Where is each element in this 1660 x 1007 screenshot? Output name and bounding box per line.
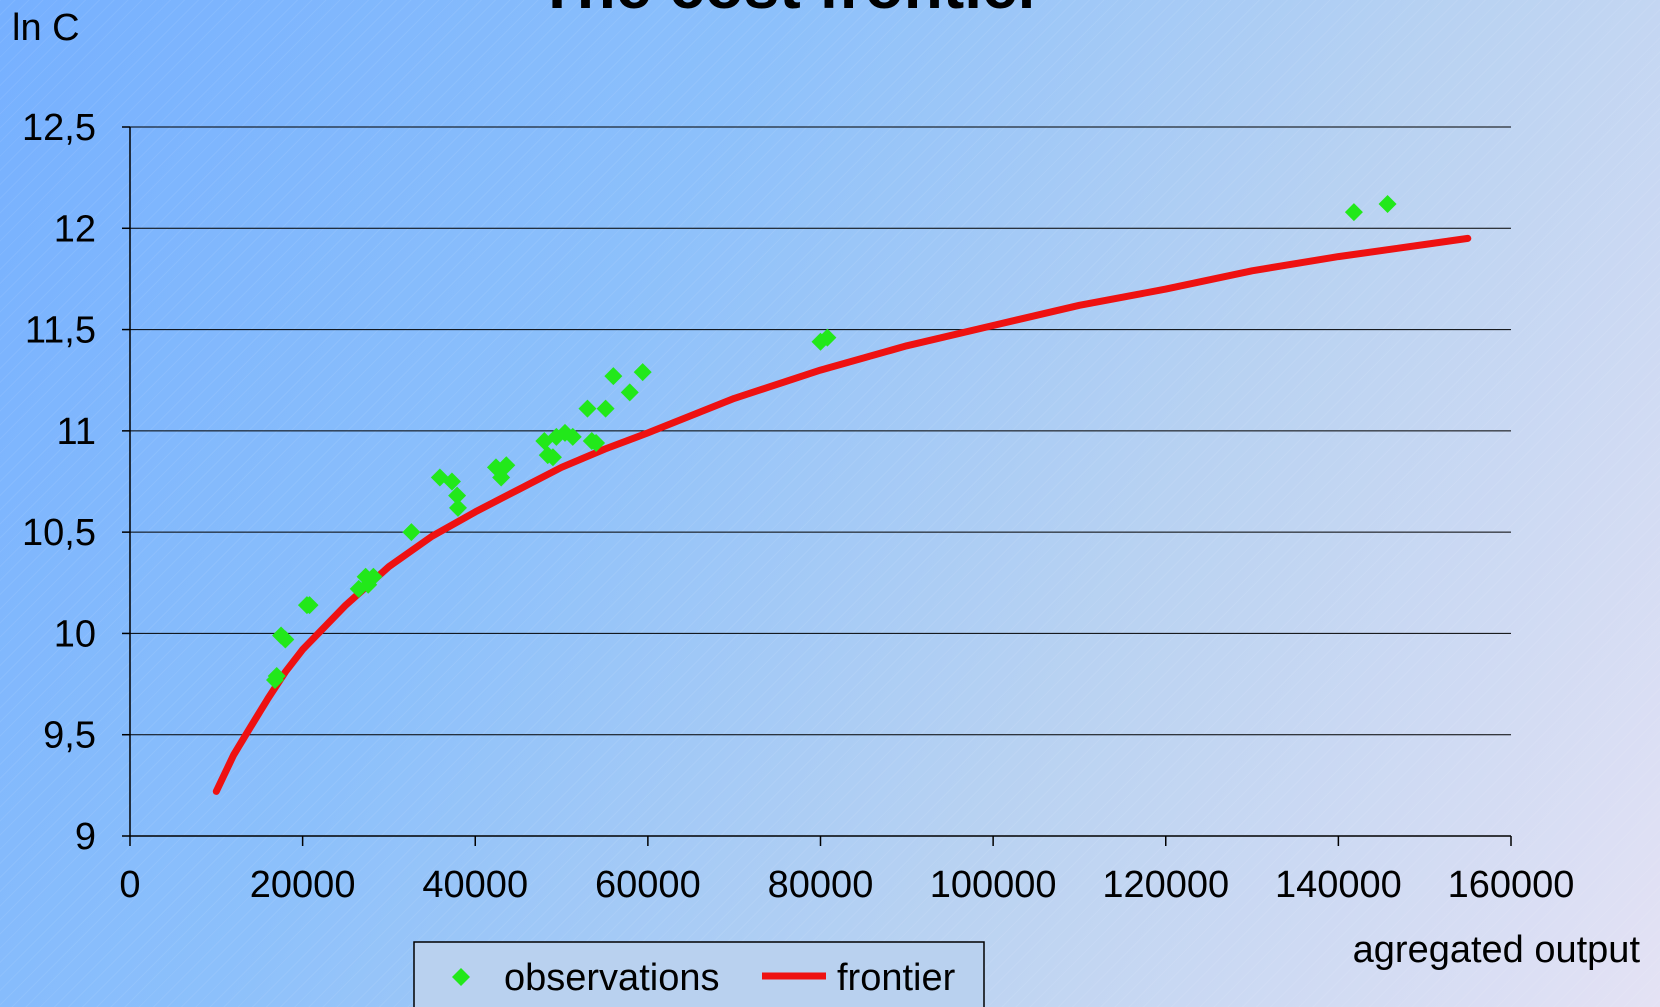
y-tick-label: 9	[75, 816, 96, 858]
x-tick-label: 120000	[1102, 864, 1229, 906]
observations-series	[266, 194, 1397, 690]
observation-point	[604, 367, 623, 386]
y-axis-label: ln C	[12, 7, 80, 49]
observation-point	[276, 630, 295, 649]
x-tick-label: 0	[119, 864, 140, 906]
observation-point	[578, 399, 597, 418]
y-tick-label: 10	[54, 613, 96, 655]
legend-frontier-label: frontier	[837, 957, 956, 999]
y-axis-ticks: 9 9,5 10 10,5 11 11,5 12 12,5	[22, 107, 130, 858]
x-tick-label: 20000	[250, 864, 356, 906]
observation-point	[1344, 203, 1363, 222]
observation-point	[448, 486, 467, 505]
x-tick-label: 160000	[1448, 864, 1575, 906]
observation-point	[620, 383, 639, 402]
legend-observations-label: observations	[504, 957, 719, 999]
observation-point	[300, 596, 319, 615]
y-tick-label: 9,5	[43, 715, 96, 757]
y-tick-label: 10,5	[22, 512, 96, 554]
y-tick-label: 12,5	[22, 107, 96, 149]
observation-point	[818, 328, 837, 347]
observation-point	[563, 427, 582, 446]
legend: observations frontier	[413, 941, 985, 1007]
x-tick-label: 60000	[595, 864, 701, 906]
x-tick-label: 40000	[422, 864, 528, 906]
x-tick-label: 100000	[930, 864, 1057, 906]
x-tick-label: 80000	[768, 864, 874, 906]
chart-title: The cost frontier	[538, 0, 1043, 22]
frontier-series	[212, 234, 1472, 795]
observation-point	[402, 523, 421, 542]
x-tick-label: 140000	[1275, 864, 1402, 906]
frontier-line	[212, 234, 1472, 795]
observation-point	[442, 472, 461, 491]
y-tick-label: 11,5	[25, 310, 96, 352]
observation-point	[448, 498, 467, 517]
observation-point	[587, 434, 606, 453]
observation-point	[543, 448, 562, 467]
x-axis-ticks: 0 20000 40000 60000 80000 100000 120000 140000 1…	[119, 836, 1574, 906]
legend-box	[413, 941, 985, 1007]
observation-point	[364, 567, 383, 586]
y-tick-label: 12	[54, 208, 96, 250]
axes	[129, 127, 1511, 837]
legend-observations-marker	[452, 968, 470, 986]
observation-point	[1378, 194, 1397, 213]
gridlines	[130, 126, 1511, 736]
observation-point	[596, 399, 615, 418]
observation-point	[267, 666, 286, 685]
observation-point	[633, 363, 652, 382]
y-tick-label: 11	[57, 411, 96, 453]
observation-point	[497, 456, 516, 475]
x-axis-label: agregated output	[1353, 929, 1641, 971]
